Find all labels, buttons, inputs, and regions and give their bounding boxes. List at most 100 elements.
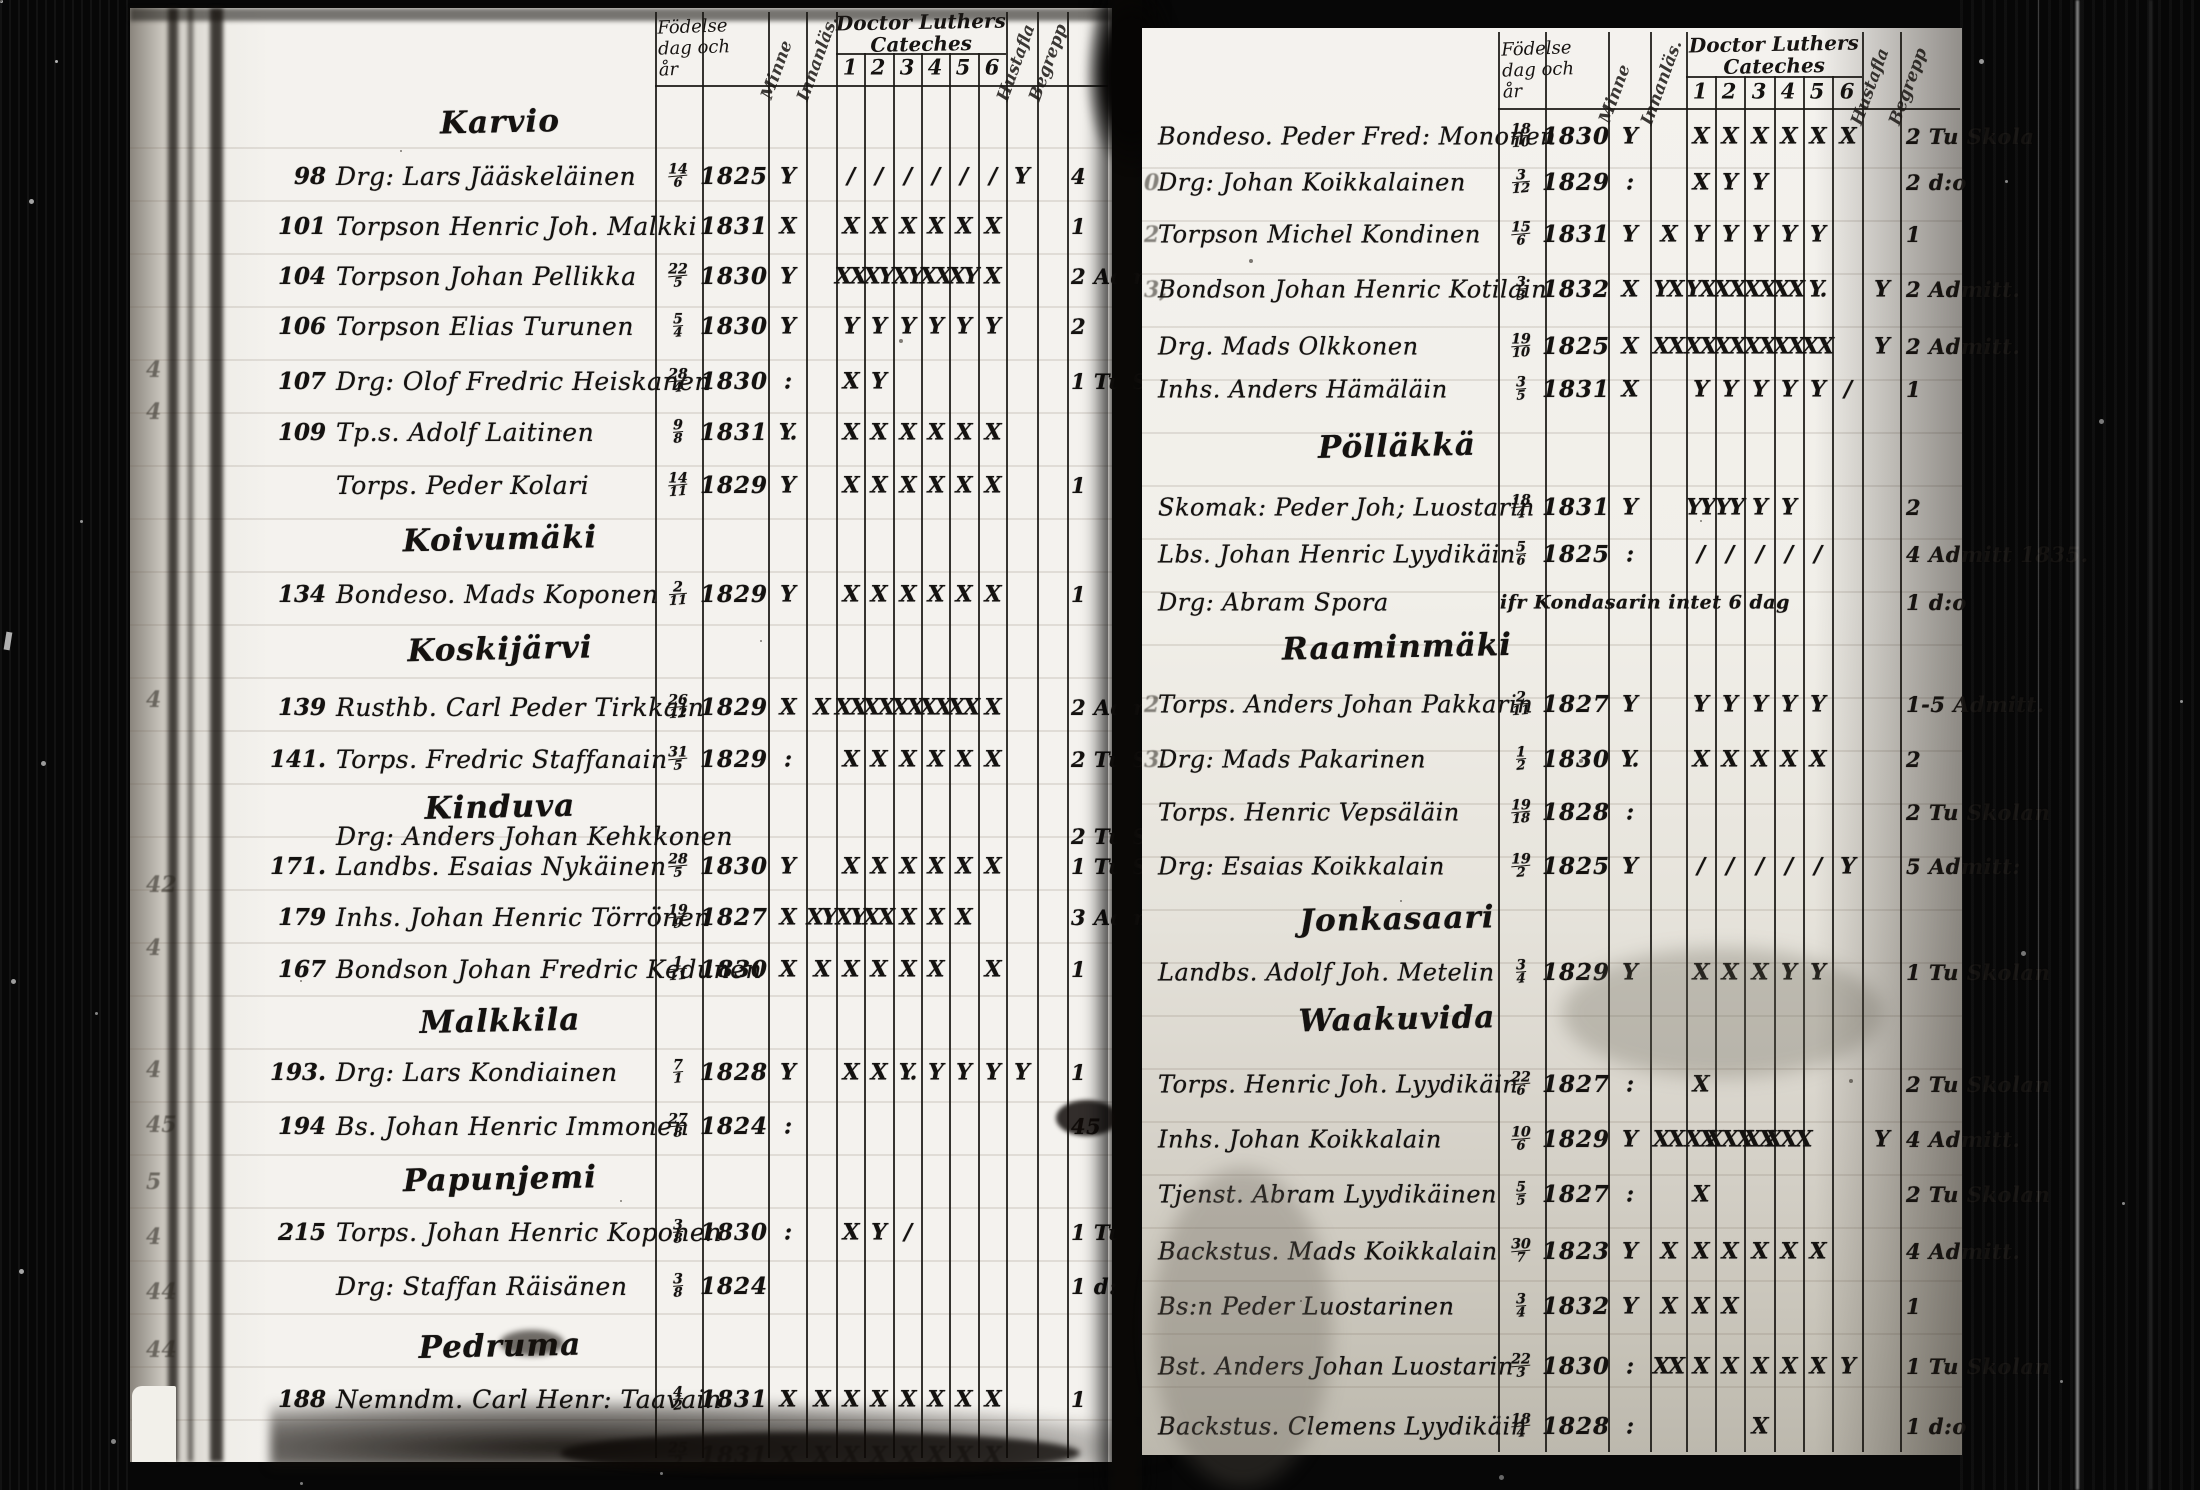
innanlas-mark: X [1660, 1238, 1677, 1265]
cateches-mark: Y [1752, 691, 1768, 718]
birth-date: 22 5 [668, 262, 688, 291]
birth-day: 19 [668, 902, 688, 919]
cateches-mark: X [870, 1442, 887, 1469]
person-name: Anders Hämäläin [1228, 375, 1448, 404]
margin-number: 44 [146, 1279, 177, 1305]
cateches-mark: X [1692, 1293, 1709, 1320]
remark: 1 [1071, 957, 1087, 982]
village-heading: Raaminmäki [1281, 626, 1513, 668]
minne-mark: : [1625, 1181, 1634, 1208]
birth-year: 1824 [699, 1272, 769, 1300]
cateches-number: 6 [1839, 78, 1855, 104]
record-number: 98 [293, 162, 326, 190]
hustavla-mark: Y [1014, 163, 1030, 190]
minne-mark: : [783, 1219, 792, 1246]
person-entry: Backstus. Mads Koikkalain [1158, 1237, 1498, 1265]
minne-mark: : [1625, 169, 1634, 196]
birth-year: 1829 [699, 471, 769, 499]
cateches-mark: X [955, 1386, 972, 1413]
remark: 1 [1906, 222, 1922, 247]
cateches-mark: X [1809, 746, 1826, 773]
person-entry: Tjenst. Abram Lyydikäinen [1158, 1180, 1497, 1208]
person-name: Peder Fred: Mononen [1281, 122, 1557, 151]
birth-day: 18 [1511, 121, 1531, 138]
birth-day: 28 [668, 366, 688, 383]
birth-date: 22 3 [1511, 1352, 1531, 1381]
cateches-mark: X [1751, 746, 1768, 773]
birth-day: 5 [1516, 1179, 1526, 1196]
grid-subline [949, 53, 951, 1458]
birth-month: 8 [673, 431, 683, 447]
cateches-mark: X [1721, 959, 1738, 986]
cateches-mark: Y [1840, 853, 1856, 880]
birth-day: 4 [673, 1384, 683, 1401]
remark: 1-5 Admitt. [1906, 692, 2045, 717]
birth-year: 1825 [1541, 852, 1611, 880]
birth-date: 25 2 [668, 1441, 688, 1470]
birth-year: 1829 [699, 693, 769, 721]
birth-day: 1 [1516, 744, 1526, 761]
hustavla-mark: Y [1874, 1126, 1890, 1153]
cateches-mark: X [955, 853, 972, 880]
village-heading: Malkkila [419, 1001, 581, 1041]
cateches-mark: XX [919, 263, 952, 290]
birth-year: 1831 [699, 418, 769, 446]
birth-day: 27 [668, 1111, 688, 1128]
cateches-mark: XX [834, 694, 867, 721]
cateches-mark: X [955, 746, 972, 773]
person-name: Staffan Räisänen [402, 1271, 628, 1301]
birth-day: 26 [668, 692, 688, 709]
cateches-mark: X [927, 419, 944, 446]
cateches-number: 5 [955, 54, 971, 80]
person-entry: Drg: Mads Pakarinen [1158, 745, 1426, 773]
person-entry: Torps. Johan Henric Koponen [336, 1218, 722, 1247]
cateches-mark: XX [1743, 276, 1776, 303]
person-title: Drg: [1158, 745, 1223, 774]
cateches-mark: Y [1752, 494, 1768, 521]
remark: 1 Tu Skolan [1906, 1354, 2051, 1379]
cateches-mark: X [984, 956, 1001, 983]
birth-month: 3 [1516, 288, 1526, 304]
remark: 1 d:o [1906, 1414, 1967, 1439]
person-name: Lars Jääskeläinen [402, 161, 637, 191]
birth-month: 8 [668, 1124, 688, 1141]
cateches-mark: X [927, 472, 944, 499]
birth-day: 10 [1511, 1124, 1531, 1141]
record-number: 171. [269, 852, 326, 880]
person-name: Johan Henric Törrönen [409, 902, 711, 932]
birth-month: 11 [668, 592, 688, 610]
cateches-mark: X [870, 1386, 887, 1413]
birth-day: 18 [1511, 1411, 1531, 1428]
birth-month: 4 [1511, 505, 1531, 522]
birth-day: 3 [1516, 1291, 1526, 1308]
cateches-mark: / [1696, 541, 1705, 568]
margin-number: 44 [146, 1337, 177, 1363]
cateches-mark: X [927, 1442, 944, 1469]
grid-line [1900, 32, 1902, 1452]
column-header-minne: Minne [757, 38, 797, 102]
birth-date: 28 5 [668, 852, 688, 881]
cateches-mark: / [1725, 541, 1734, 568]
birth-month: 6 [668, 174, 688, 191]
remark: 1 [1906, 377, 1922, 402]
birth-year: 1830 [699, 367, 769, 395]
header-bottom-rule [655, 85, 1108, 87]
birth-day: 1 [673, 954, 683, 971]
birth-year: 1827 [1541, 690, 1611, 718]
cateches-mark: X [1692, 1353, 1709, 1380]
cateches-mark: Y [1722, 691, 1738, 718]
grid-line [806, 12, 808, 1458]
person-entry: Drg: Lars Jääskeläinen [336, 162, 636, 191]
cateches-mark: X [899, 581, 916, 608]
birth-year: 1830 [699, 955, 769, 983]
person-title: Bondson [1158, 275, 1275, 304]
person-name: Peder Luostarinen [1221, 1292, 1455, 1321]
person-name: Johan Fredric Kedunen [457, 954, 762, 984]
remark: 5 Admitt: [1906, 854, 2021, 879]
minne-mark: : [1625, 1413, 1634, 1440]
cateches-number: 4 [1780, 78, 1796, 104]
person-title: Inhs. [1158, 1125, 1229, 1154]
person-name: Johan Koikkalainen [1222, 168, 1466, 197]
minne-mark: : [1625, 1353, 1634, 1380]
